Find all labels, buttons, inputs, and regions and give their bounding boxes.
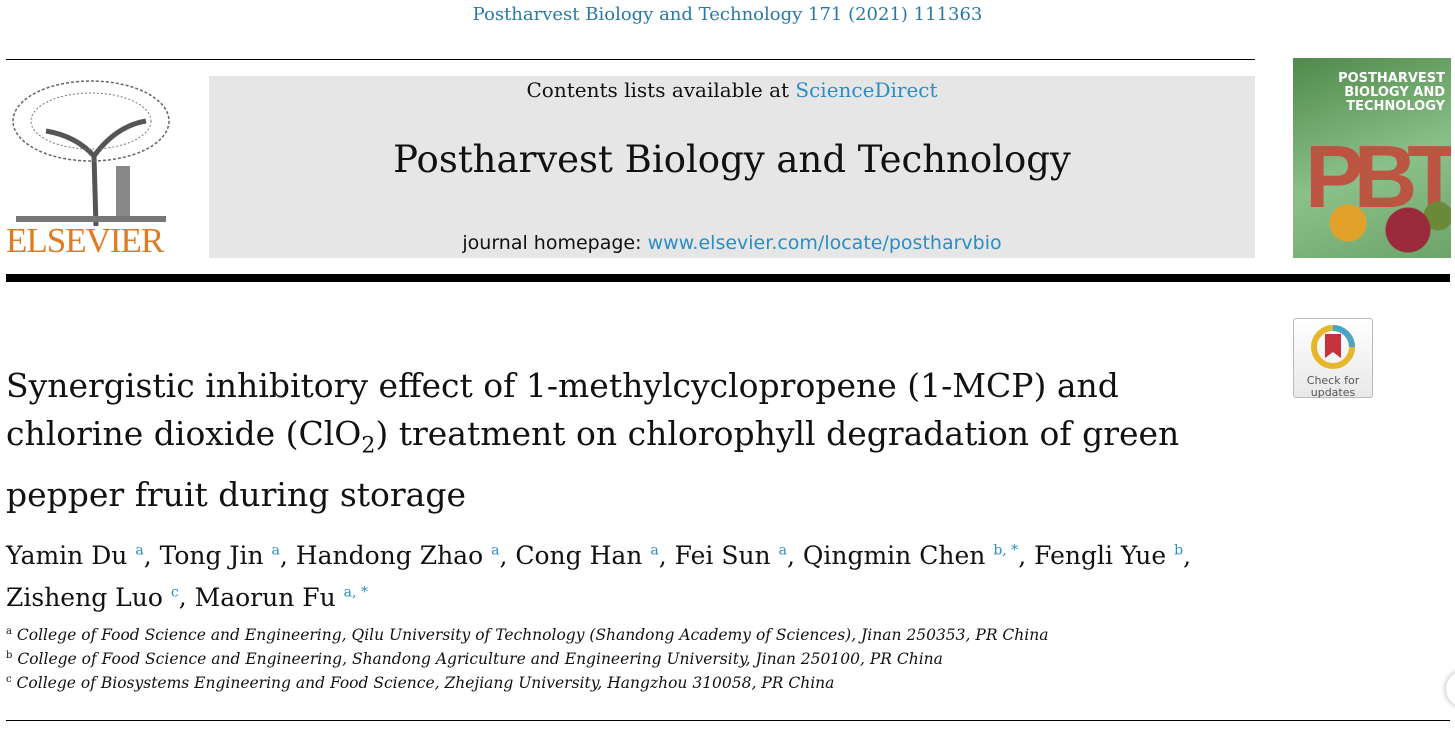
author[interactable]: Tong Jin a	[160, 541, 280, 570]
author-affiliation-marker[interactable]: c	[170, 584, 179, 601]
journal-banner: Contents lists available at ScienceDirec…	[209, 76, 1255, 258]
author[interactable]: Yamin Du a	[6, 541, 144, 570]
cover-vegetables	[1303, 188, 1451, 258]
affiliation-text: College of Food Science and Engineering,…	[17, 650, 943, 668]
affiliation-text: College of Food Science and Engineering,…	[16, 626, 1049, 644]
author[interactable]: Handong Zhao a	[296, 541, 500, 570]
affiliation: c College of Biosystems Engineering and …	[6, 674, 834, 692]
elsevier-wordmark: ELSEVIER	[6, 221, 164, 260]
homepage-prefix: journal homepage:	[462, 232, 648, 254]
author-name[interactable]: Fengli Yue	[1034, 541, 1167, 571]
journal-citation[interactable]: Postharvest Biology and Technology 171 (…	[472, 4, 983, 25]
journal-cover[interactable]: PBT POSTHARVEST BIOLOGY AND TECHNOLOGY	[1293, 58, 1451, 258]
author-list: Yamin Du a, Tong Jin a, Handong Zhao a, …	[6, 541, 1192, 612]
author[interactable]: Cong Han a	[515, 541, 658, 570]
affiliation: b College of Food Science and Engineerin…	[6, 650, 943, 668]
divider	[6, 59, 1255, 60]
contents-prefix: Contents lists available at	[526, 78, 796, 102]
affiliation-label: a	[6, 626, 12, 637]
author-affiliation-marker[interactable]: a	[271, 543, 280, 559]
affiliation-text: College of Biosystems Engineering and Fo…	[16, 674, 835, 692]
header-bar	[6, 274, 1450, 282]
author-affiliation-marker[interactable]: a, *	[343, 584, 368, 601]
elsevier-logo[interactable]: ELSEVIER	[6, 76, 171, 261]
title-part: ) treatment on chlorophyll degradation o…	[6, 414, 1180, 514]
author[interactable]: Qingmin Chen b, *	[803, 541, 1018, 570]
author-name[interactable]: Handong Zhao	[295, 541, 484, 571]
affiliation: a College of Food Science and Engineerin…	[6, 626, 1048, 644]
check-for-updates-button[interactable]: Check for updates	[1293, 318, 1373, 399]
author-name[interactable]: Maorun Fu	[194, 582, 336, 612]
title-part: Synergistic inhibitory effect of 1-methy…	[6, 366, 1119, 453]
cover-title: POSTHARVEST BIOLOGY AND TECHNOLOGY	[1338, 71, 1445, 114]
author-name[interactable]: Tong Jin	[159, 541, 264, 571]
bookmark-ring-icon	[1311, 325, 1355, 369]
journal-name: Postharvest Biology and Technology	[393, 138, 1071, 181]
side-panel-toggle[interactable]	[1446, 672, 1455, 706]
author[interactable]: Zisheng Luo c	[6, 583, 179, 612]
affiliation-label: b	[6, 650, 13, 661]
check-line1: Check for	[1306, 374, 1360, 387]
author-name[interactable]: Cong Han	[515, 541, 643, 571]
author-name[interactable]: Yamin Du	[6, 541, 128, 571]
author-name[interactable]: Fei Sun	[674, 541, 771, 571]
title-subscript: 2	[361, 433, 376, 459]
author-affiliation-marker[interactable]: a	[650, 543, 659, 559]
author[interactable]: Fengli Yue b	[1034, 541, 1183, 570]
author[interactable]: Maorun Fu a, *	[195, 583, 368, 612]
tree-icon	[12, 80, 170, 227]
homepage-line: journal homepage: www.elsevier.com/locat…	[209, 232, 1255, 254]
check-line2: updates	[1310, 386, 1356, 399]
author-affiliation-marker[interactable]: a	[491, 543, 500, 559]
homepage-link[interactable]: www.elsevier.com/locate/postharvbio	[647, 232, 1002, 254]
sciencedirect-link[interactable]: ScienceDirect	[795, 78, 938, 102]
divider	[6, 720, 1450, 721]
author-affiliation-marker[interactable]: a	[135, 543, 144, 559]
author-affiliation-marker[interactable]: a	[778, 543, 787, 559]
article-title: Synergistic inhibitory effect of 1-methy…	[6, 362, 1251, 519]
author-name[interactable]: Qingmin Chen	[802, 541, 986, 571]
author-affiliation-marker[interactable]: b	[1174, 543, 1184, 559]
author-affiliation-marker[interactable]: b, *	[993, 543, 1019, 559]
author-name[interactable]: Zisheng Luo	[6, 582, 163, 612]
affiliation-label: c	[6, 674, 12, 685]
author[interactable]: Fei Sun a	[675, 541, 787, 570]
contents-line: Contents lists available at ScienceDirec…	[209, 78, 1255, 102]
